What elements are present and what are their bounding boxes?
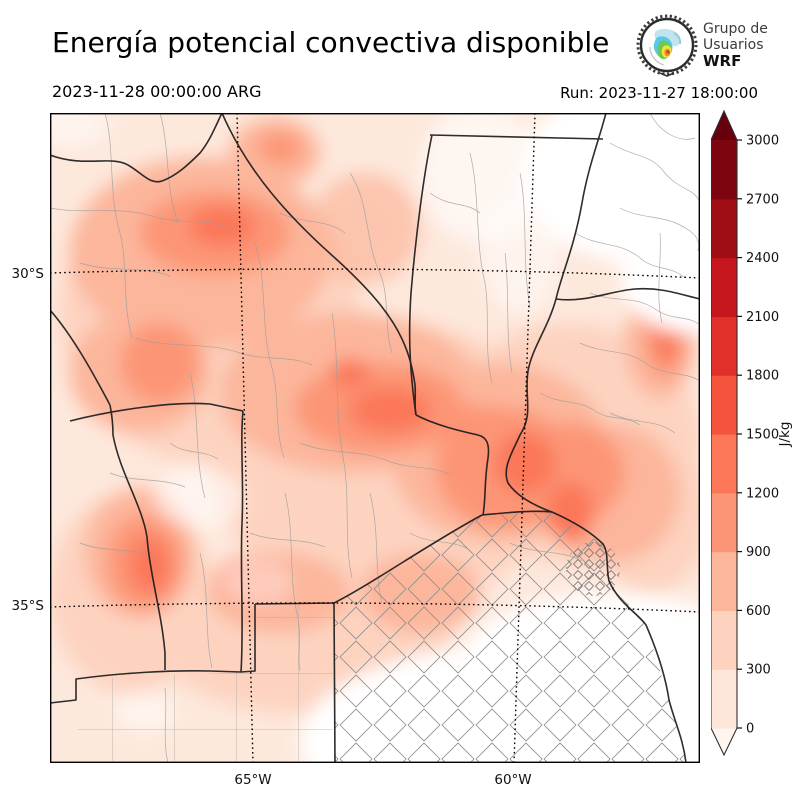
gridline-30s	[50, 268, 700, 279]
colorbar-tick-label: 3000	[746, 134, 779, 149]
logo-text: Grupo de Usuarios WRF	[703, 21, 768, 69]
colorbar-tick-label: 300	[746, 663, 771, 678]
colorbar-tick-label: 1800	[746, 369, 779, 384]
colorbar-under-arrow	[711, 728, 737, 755]
colorbar-tick-label: 1500	[746, 428, 779, 443]
lat-tick-35s: 35°S	[11, 598, 45, 614]
colorbar-tick-label: 600	[746, 604, 771, 619]
colorbar-segment	[711, 492, 737, 553]
logo-line-2: Usuarios	[703, 37, 764, 53]
colorbar-segment	[711, 140, 737, 200]
colorbar-segment	[711, 257, 737, 317]
wrf-logo-icon	[636, 14, 698, 77]
run-time-label: Run: 2023-11-27 18:00:00	[560, 84, 758, 102]
logo-line-3: WRF	[703, 52, 742, 70]
colorbar-segment	[711, 375, 737, 435]
colorbar-segment	[711, 669, 737, 729]
colorbar-tick-label: 2100	[746, 310, 779, 325]
colorbar-tick-label: 0	[746, 722, 754, 737]
lat-tick-30s: 30°S	[11, 266, 45, 282]
logo-line-1: Grupo de	[703, 21, 768, 37]
map-figure	[50, 113, 700, 763]
map-border	[50, 113, 700, 763]
logo-globe-blobs	[649, 29, 682, 66]
page-title: Energía potencial convectiva disponible	[52, 26, 610, 59]
colorbar-unit-label: J/kg	[777, 422, 793, 448]
gridline-60w	[513, 113, 536, 763]
colorbar-segment	[711, 551, 737, 611]
department-lattices	[78, 512, 686, 763]
gridline-65w	[236, 113, 254, 763]
gridline-35s	[50, 602, 700, 613]
colorbar-tick-label: 2400	[746, 251, 779, 266]
graticule	[50, 113, 700, 763]
colorbar-tick-label: 1200	[746, 486, 779, 501]
valid-time-label: 2023-11-28 00:00:00 ARG	[52, 82, 262, 101]
colorbar-tick-label: 2700	[746, 192, 779, 207]
la-pampa-grid	[78, 604, 333, 761]
colorbar-segment	[711, 610, 737, 670]
colorbar-over-arrow	[711, 111, 737, 140]
colorbar-svg: 0 300 600 900 1200 1500 1800 2100 2400 2700 3000 J/…	[711, 109, 793, 757]
province-borders	[50, 113, 700, 763]
lon-tick-65w: 65°W	[234, 772, 272, 788]
colorbar-tick-label: 900	[746, 545, 771, 560]
colorbar-segment	[711, 198, 737, 259]
lon-tick-60w: 60°W	[494, 772, 532, 788]
colorbar-segment	[711, 434, 737, 494]
colorbar-segment	[711, 316, 737, 376]
